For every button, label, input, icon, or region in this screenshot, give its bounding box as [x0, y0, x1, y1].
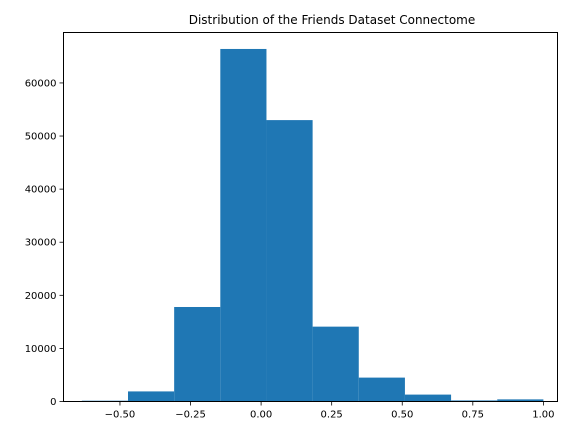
x-tick-label: −0.50 — [105, 410, 136, 421]
histogram-bar — [266, 120, 312, 401]
y-tick-label: 20000 — [25, 291, 57, 302]
x-tick-label: −0.25 — [175, 410, 206, 421]
chart-title: Distribution of the Friends Dataset Conn… — [189, 13, 476, 27]
y-tick-label: 30000 — [25, 238, 57, 249]
histogram-bar — [128, 391, 174, 401]
x-tick-label: 0.75 — [462, 410, 484, 421]
x-axis-ticks: −0.50 −0.25 0.00 0.25 0.50 0.75 1.00 — [105, 402, 555, 421]
histogram-bar — [174, 307, 220, 402]
x-tick-label: 0.00 — [250, 410, 272, 421]
y-axis-ticks: 0 10000 20000 30000 40000 50000 60000 — [25, 78, 64, 408]
bars-group — [82, 49, 544, 402]
histogram-bar — [220, 49, 266, 402]
y-tick-label: 40000 — [25, 185, 57, 196]
y-tick-label: 10000 — [25, 344, 57, 355]
y-tick-label: 60000 — [25, 78, 57, 89]
y-tick-label: 0 — [50, 397, 56, 408]
y-tick-label: 50000 — [25, 132, 57, 143]
histogram-bar — [359, 378, 405, 402]
x-tick-label: 1.00 — [532, 410, 554, 421]
x-tick-label: 0.50 — [391, 410, 413, 421]
histogram-bar — [313, 327, 359, 402]
histogram-bar — [405, 395, 451, 402]
x-tick-label: 0.25 — [321, 410, 343, 421]
